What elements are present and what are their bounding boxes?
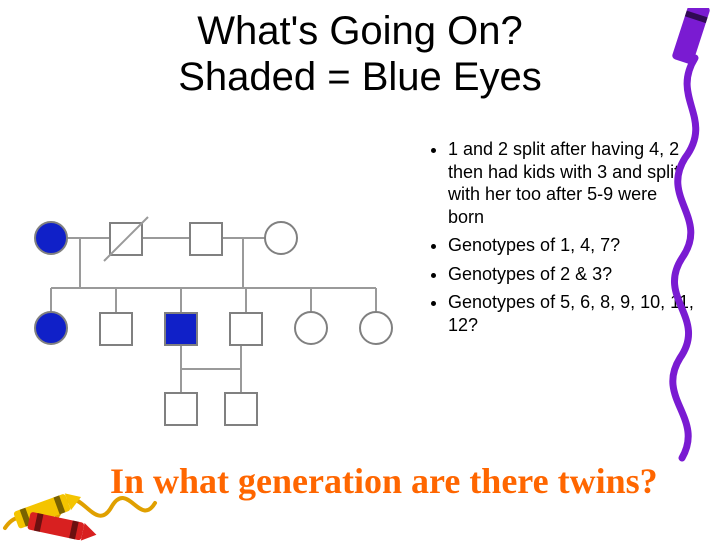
bullet-region: 1 and 2 split after having 4, 2 then had… xyxy=(430,138,695,342)
pedigree-diagram xyxy=(15,193,415,453)
title-line-2: Shaded = Blue Eyes xyxy=(0,54,720,100)
pedigree-svg xyxy=(15,193,415,453)
title-line-1: What's Going On? xyxy=(0,8,720,54)
bullet-item: Genotypes of 5, 6, 8, 9, 10, 11, 12? xyxy=(448,291,695,336)
bullet-item: 1 and 2 split after having 4, 2 then had… xyxy=(448,138,695,228)
bullet-item: Genotypes of 1, 4, 7? xyxy=(448,234,695,257)
question-text: In what generation are there twins? xyxy=(110,460,658,502)
bullet-list-1: 1 and 2 split after having 4, 2 then had… xyxy=(430,138,695,228)
bullet-item: Genotypes of 2 & 3? xyxy=(448,263,695,286)
slide-title: What's Going On? Shaded = Blue Eyes xyxy=(0,8,720,100)
bullet-list-2: Genotypes of 1, 4, 7? Genotypes of 2 & 3… xyxy=(430,234,695,336)
